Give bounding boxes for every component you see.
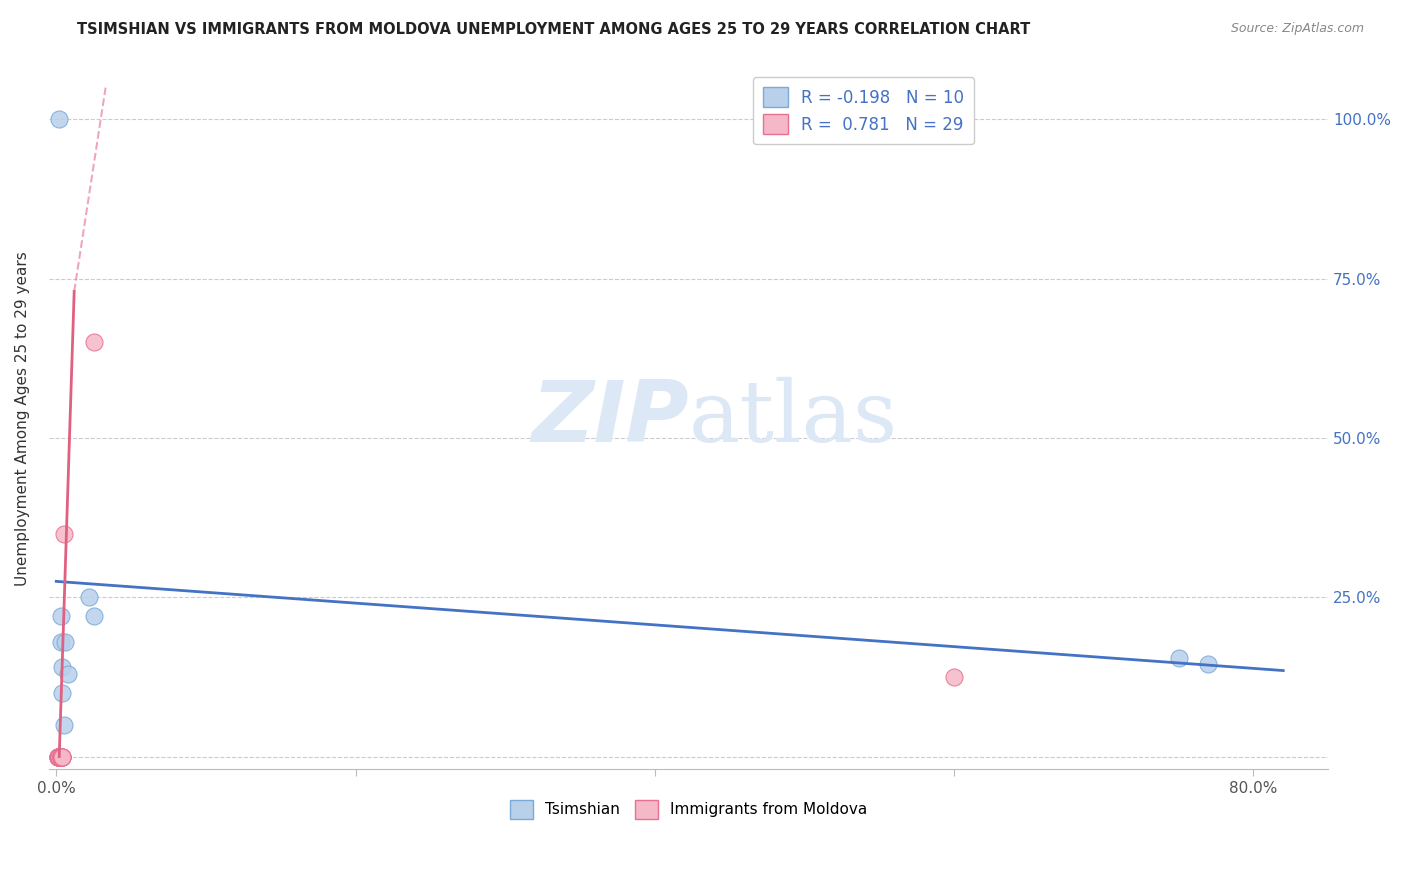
Point: [49, 749, 72, 764]
Point: [49, 749, 72, 764]
Point: [49, 749, 72, 764]
Point: [51, 749, 73, 764]
Point: [49, 749, 72, 764]
Point: [51, 749, 73, 764]
Legend: Tsimshian, Immigrants from Moldova: Tsimshian, Immigrants from Moldova: [503, 794, 873, 825]
Text: atlas: atlas: [689, 377, 897, 460]
Text: Source: ZipAtlas.com: Source: ZipAtlas.com: [1230, 22, 1364, 36]
Point: [49, 609, 72, 624]
Text: ZIP: ZIP: [531, 377, 689, 460]
Y-axis label: Unemployment Among Ages 25 to 29 years: Unemployment Among Ages 25 to 29 years: [15, 252, 30, 586]
Point: [51, 660, 73, 674]
Point: [943, 670, 966, 684]
Point: [58, 666, 80, 681]
Point: [1167, 650, 1189, 665]
Point: [49, 749, 72, 764]
Point: [49, 749, 72, 764]
Point: [49, 749, 72, 764]
Point: [1197, 657, 1219, 672]
Point: [51, 686, 73, 700]
Point: [52, 526, 75, 541]
Point: [49, 635, 72, 649]
Point: [51, 749, 73, 764]
Point: [51, 749, 73, 764]
Point: [49, 749, 72, 764]
Point: [48, 749, 70, 764]
Point: [83, 335, 105, 350]
Point: [77, 591, 100, 605]
Point: [46, 749, 69, 764]
Text: TSIMSHIAN VS IMMIGRANTS FROM MOLDOVA UNEMPLOYMENT AMONG AGES 25 TO 29 YEARS CORR: TSIMSHIAN VS IMMIGRANTS FROM MOLDOVA UNE…: [77, 22, 1031, 37]
Point: [48, 749, 70, 764]
Point: [48, 749, 70, 764]
Point: [83, 609, 105, 624]
Point: [48, 749, 70, 764]
Point: [48, 749, 70, 764]
Point: [53, 635, 76, 649]
Point: [46, 749, 69, 764]
Point: [51, 749, 73, 764]
Point: [52, 717, 75, 731]
Point: [46, 749, 69, 764]
Point: [46, 749, 69, 764]
Point: [48, 112, 70, 127]
Point: [49, 749, 72, 764]
Point: [46, 749, 69, 764]
